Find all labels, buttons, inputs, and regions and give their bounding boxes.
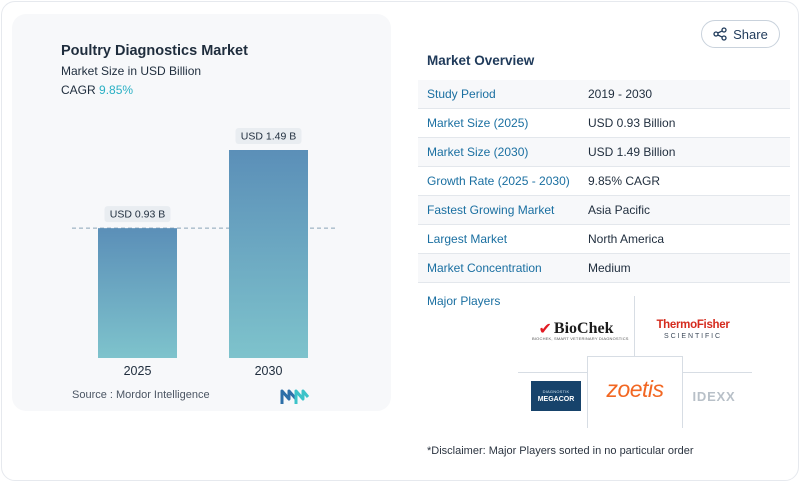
overview-label: Growth Rate (2025 - 2030) — [427, 174, 570, 188]
overview-label: Largest Market — [427, 232, 508, 246]
mordor-logo-icon — [280, 389, 310, 404]
overview-row: Largest Market North America — [418, 225, 790, 254]
data-label-bg — [235, 128, 302, 144]
overview-value: USD 1.49 Billion — [588, 145, 676, 159]
overview-label: Market Concentration — [427, 261, 542, 275]
overview-row: Market Concentration Medium — [418, 254, 790, 283]
chart-cagr: CAGR 9.85% — [61, 83, 133, 97]
cagr-label: CAGR — [61, 83, 96, 97]
megacor-top: DIAGNOSTIK — [542, 388, 570, 394]
share-label: Share — [733, 26, 768, 42]
data-label: USD 0.93 B — [110, 209, 165, 221]
overview-label: Study Period — [427, 87, 496, 101]
idexx-logo: IDEXX — [692, 388, 736, 404]
category-label: 2025 — [124, 364, 152, 378]
zoetis-logo: zoetis — [606, 375, 664, 402]
players-divider — [682, 356, 683, 428]
chart-card — [12, 14, 391, 411]
biochek-tagline: BIOCHEK, SMART VETERINARY DIAGNOSTICS — [532, 336, 629, 341]
thermofisher-sub: SCIENTIFIC — [664, 333, 722, 341]
biochek-name: BioChek — [553, 320, 614, 337]
data-label: USD 1.49 B — [241, 131, 296, 143]
thermofisher-name: ThermoFisher — [656, 318, 730, 331]
chart-source: Source : Mordor Intelligence — [72, 389, 210, 401]
data-label-bg — [104, 206, 171, 223]
overview-value: 2019 - 2030 — [588, 87, 653, 101]
overview-row: Study Period 2019 - 2030 — [418, 80, 790, 109]
players-divider — [587, 356, 683, 357]
overview-label: Market Size (2025) — [427, 116, 529, 130]
bar — [229, 150, 308, 358]
overview-row: Market Size (2025) USD 0.93 Billion — [418, 109, 790, 138]
overview-table: Study Period 2019 - 2030 Market Size (202… — [418, 80, 790, 283]
overview-value: Medium — [588, 261, 631, 275]
overview-value: North America — [588, 232, 665, 246]
players-divider — [518, 372, 588, 373]
overview-row: Fastest Growing Market Asia Pacific — [418, 196, 790, 225]
players-divider — [634, 296, 635, 356]
overview-label: Market Size (2030) — [427, 145, 529, 159]
overview-value: USD 0.93 Billion — [588, 116, 676, 130]
players-divider — [682, 372, 752, 373]
category-label: 2030 — [255, 364, 283, 378]
cagr-value: 9.85% — [99, 83, 134, 97]
overview-row: Growth Rate (2025 - 2030) 9.85% CAGR — [418, 167, 790, 196]
thermofisher-logo: ThermoFisher SCIENTIFIC — [650, 318, 736, 342]
biochek-logo: ✔ BioChek — [528, 316, 624, 342]
overview-value: Asia Pacific — [588, 203, 651, 217]
players-divider — [587, 356, 588, 428]
bar — [98, 228, 177, 358]
overview-label: Fastest Growing Market — [427, 203, 555, 217]
overview-row: Market Size (2030) USD 1.49 Billion — [418, 138, 790, 167]
bar-chart: USD 0.93 B 2025 USD 1.49 B 2030 — [72, 128, 338, 378]
disclaimer: *Disclaimer: Major Players sorted in no … — [427, 445, 694, 457]
check-icon: ✔ — [538, 321, 552, 338]
chart-title: Poultry Diagnostics Market — [61, 43, 248, 59]
chart-subtitle: Market Size in USD Billion — [61, 64, 202, 78]
megacor-logo: DIAGNOSTIK MEGACOR — [531, 381, 581, 411]
megacor-name: MEGACOR — [537, 395, 575, 403]
overview-title: Market Overview — [427, 53, 535, 68]
major-players-title: Major Players — [427, 294, 501, 308]
share-button[interactable]: Share — [701, 20, 780, 48]
overview-value: 9.85% CAGR — [588, 174, 661, 188]
share-icon — [713, 27, 727, 41]
